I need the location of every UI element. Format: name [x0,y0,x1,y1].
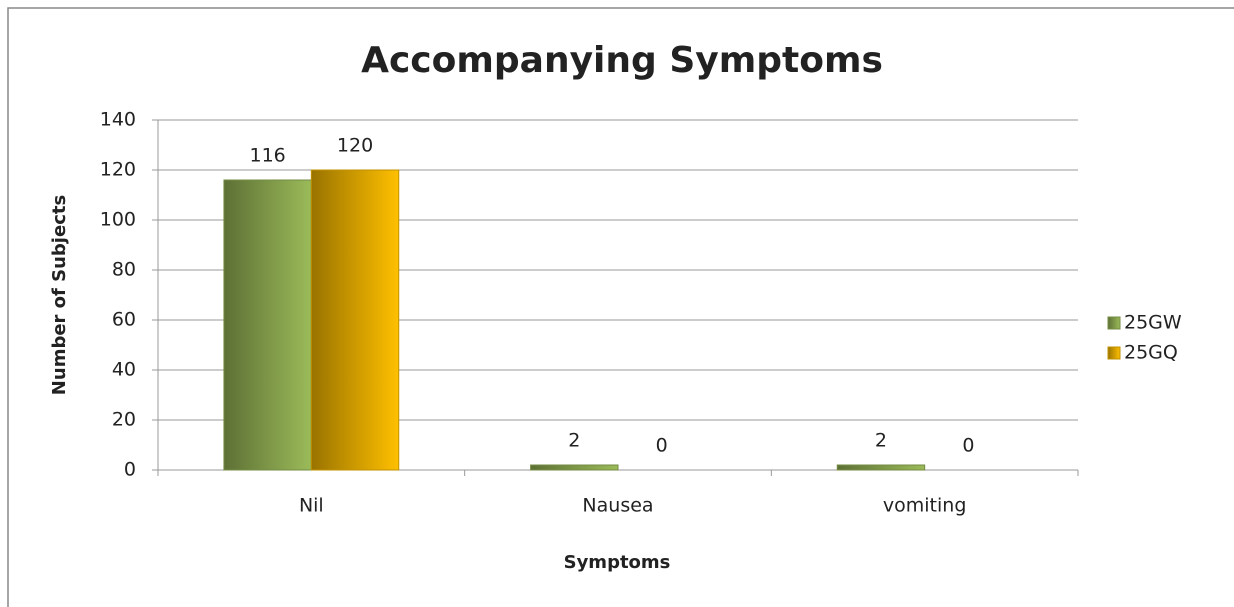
bar [223,179,312,471]
y-tick-label: 120 [100,159,136,181]
legend-label: 25GQ [1124,342,1178,364]
data-label: 116 [250,145,286,167]
chart-title: Accompanying Symptoms [361,40,883,81]
bar [310,169,400,471]
data-label: 0 [962,435,974,457]
x-tick-label: Nausea [582,495,653,517]
y-tick-label: 0 [124,459,136,481]
y-tick-label: 20 [112,409,136,431]
bar [836,464,926,471]
legend-swatch [1107,346,1121,360]
y-tick-label: 140 [100,109,136,131]
legend-label: 25GW [1124,312,1182,334]
data-label: 0 [656,435,668,457]
x-tick-label: Nil [299,495,324,517]
data-label: 2 [568,430,580,452]
y-tick-label: 60 [112,309,136,331]
legend-swatch [1107,316,1121,330]
y-tick-label: 80 [112,259,136,281]
x-tick-label: vomiting [883,495,967,517]
y-tick-label: 40 [112,359,136,381]
chart-border [7,7,1234,607]
data-label: 2 [875,430,887,452]
bar [530,464,619,471]
y-tick-label: 100 [100,209,136,231]
data-label: 120 [337,135,373,157]
y-axis-title: Number of Subjects [49,195,70,395]
x-axis-title: Symptoms [564,552,671,573]
